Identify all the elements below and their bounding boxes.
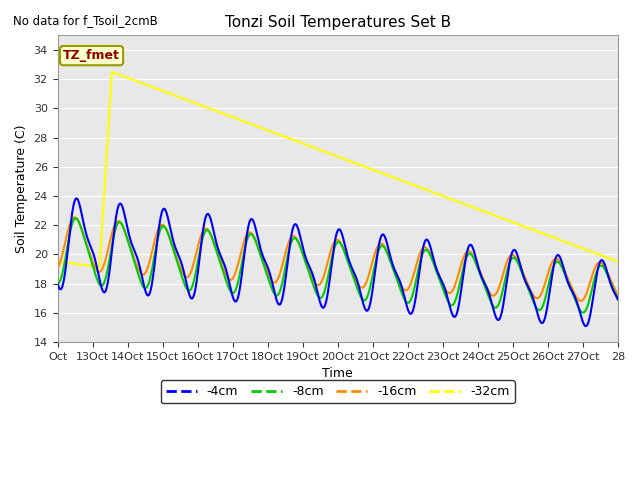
Text: TZ_fmet: TZ_fmet — [63, 49, 120, 62]
Title: Tonzi Soil Temperatures Set B: Tonzi Soil Temperatures Set B — [225, 15, 451, 30]
X-axis label: Time: Time — [323, 367, 353, 380]
Text: No data for f_Tsoil_2cmB: No data for f_Tsoil_2cmB — [13, 14, 157, 27]
Legend: -4cm, -8cm, -16cm, -32cm: -4cm, -8cm, -16cm, -32cm — [161, 380, 515, 403]
Y-axis label: Soil Temperature (C): Soil Temperature (C) — [15, 124, 28, 253]
